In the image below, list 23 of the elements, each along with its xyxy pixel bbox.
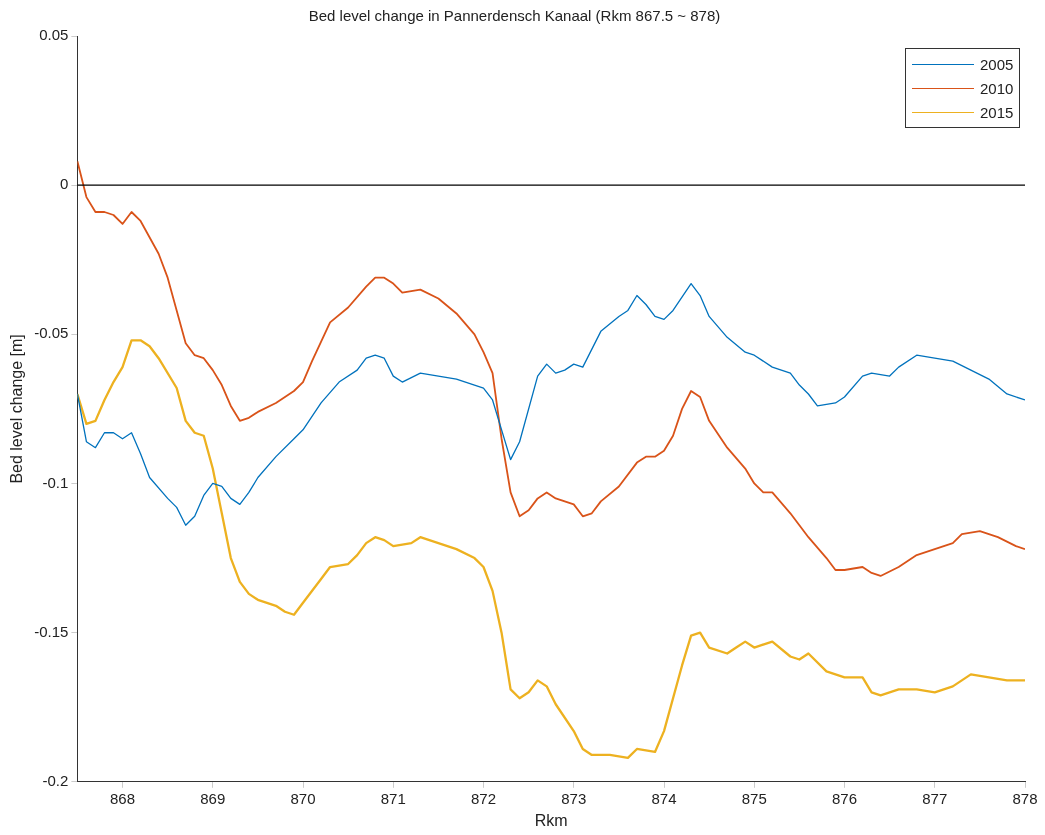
x-axis-title: Rkm [534,811,568,829]
x-tick-label: 870 [290,789,316,807]
x-tick-label: 868 [110,789,136,807]
chart-title: Bed level change in Pannerdensch Kanaal (Rkm 867.5 ~ 878) [308,7,721,25]
y-tick-label: -0.2 [42,771,69,789]
x-tick-label: 874 [651,789,677,807]
x-tick-label: 871 [380,789,406,807]
y-tick-label: -0.1 [42,473,69,491]
legend-label: 2005 [980,55,1014,73]
x-tick-label: 872 [470,789,497,807]
x-tick-label: 878 [1012,789,1038,807]
x-tick-label: 869 [200,789,226,807]
x-tick-label: 873 [561,789,587,807]
x-tick-label: 875 [741,789,767,807]
y-tick-label: -0.05 [34,324,69,342]
x-tick-label: 877 [922,789,948,807]
legend-label: 2015 [980,103,1014,121]
y-axis-title: Bed level change [m] [8,334,26,484]
y-tick-label: -0.15 [34,622,69,640]
x-tick-label: 876 [831,789,858,807]
y-tick-label: 0.05 [39,26,69,44]
y-tick-label: 0 [60,175,69,193]
legend-label: 2010 [980,79,1014,97]
